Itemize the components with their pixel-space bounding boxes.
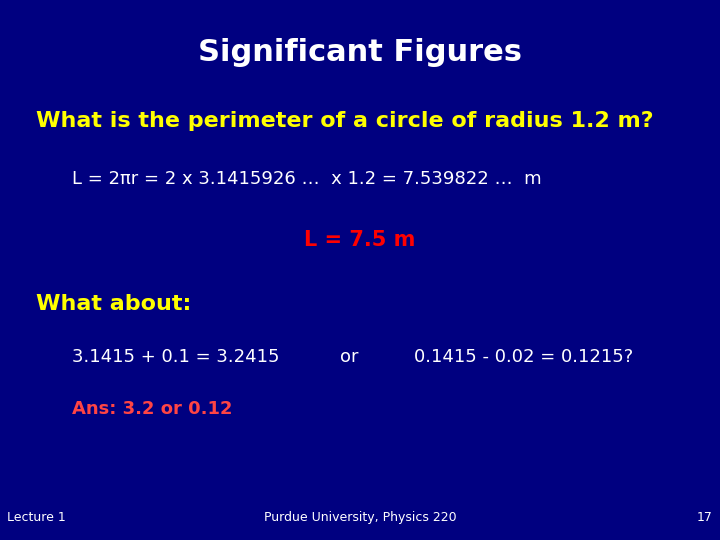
Text: 3.1415 + 0.1 = 3.2415: 3.1415 + 0.1 = 3.2415 [72, 348, 279, 366]
Text: L = 2πr = 2 x 3.1415926 …  x 1.2 = 7.539822 …  m: L = 2πr = 2 x 3.1415926 … x 1.2 = 7.5398… [72, 170, 541, 188]
Text: Significant Figures: Significant Figures [198, 38, 522, 67]
Text: Ans: 3.2 or 0.12: Ans: 3.2 or 0.12 [72, 400, 233, 417]
Text: What is the perimeter of a circle of radius 1.2 m?: What is the perimeter of a circle of rad… [36, 111, 654, 131]
Text: 17: 17 [697, 511, 713, 524]
Text: 0.1415 - 0.02 = 0.1215?: 0.1415 - 0.02 = 0.1215? [414, 348, 634, 366]
Text: Lecture 1: Lecture 1 [7, 511, 66, 524]
Text: L = 7.5 m: L = 7.5 m [305, 230, 415, 249]
Text: Purdue University, Physics 220: Purdue University, Physics 220 [264, 511, 456, 524]
Text: or: or [340, 348, 359, 366]
Text: What about:: What about: [36, 294, 192, 314]
